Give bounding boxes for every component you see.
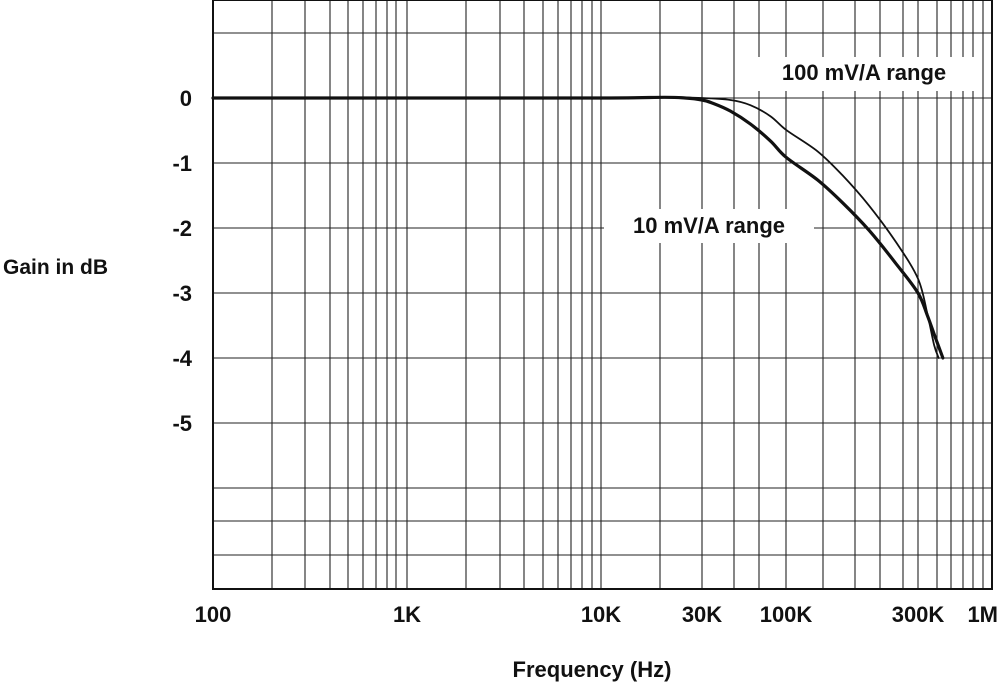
series-layer: [211, 95, 945, 360]
x-tick-label: 10K: [581, 602, 621, 627]
x-tick-label: 1K: [393, 602, 421, 627]
series-line-10mv: [211, 95, 945, 360]
y-tick-label: 0: [180, 86, 192, 111]
annotation-background: [752, 57, 977, 91]
x-tick-label: 30K: [682, 602, 722, 627]
y-tick-label: -1: [172, 151, 192, 176]
x-axis-label: Frequency (Hz): [513, 657, 672, 682]
x-tick-label: 1M: [967, 602, 998, 627]
plot-frame: [212, 0, 993, 590]
series-annotation-label: 100 mV/A range: [782, 60, 946, 85]
y-tick-label: -4: [172, 346, 192, 371]
y-tick-labels: 0 -1 -2 -3 -4 -5: [172, 86, 192, 436]
y-tick-label: -2: [172, 216, 192, 241]
x-tick-label: 100K: [760, 602, 813, 627]
annotation-background: [604, 209, 814, 243]
y-tick-label: -3: [172, 281, 192, 306]
x-tick-labels: 100 1K 10K 30K 100K 300K 1M: [195, 602, 998, 627]
x-tick-label: 300K: [892, 602, 945, 627]
annotation-layer: 100 mV/A range 10 mV/A range: [604, 57, 977, 243]
y-tick-label: -5: [172, 411, 192, 436]
series-annotation-label: 10 mV/A range: [633, 213, 785, 238]
y-axis-label: Gain in dB: [3, 256, 108, 279]
x-tick-label: 100: [195, 602, 232, 627]
